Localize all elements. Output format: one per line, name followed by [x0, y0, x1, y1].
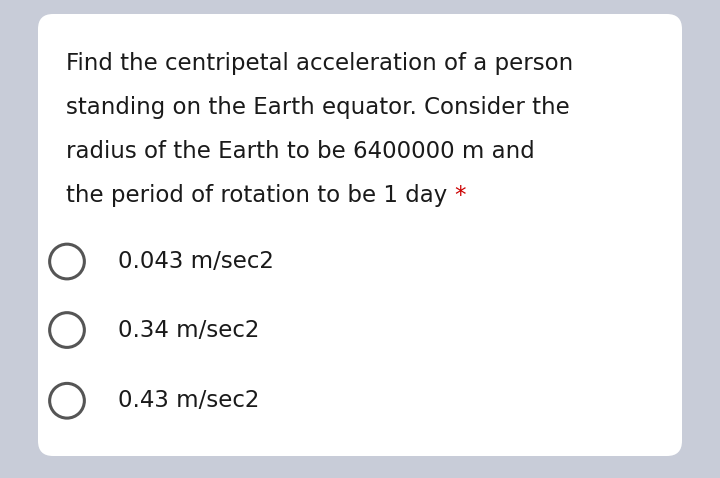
- Point: [61, 397, 73, 404]
- Point: [61, 258, 73, 265]
- FancyBboxPatch shape: [38, 14, 682, 456]
- Point: [61, 326, 73, 334]
- Text: *: *: [454, 184, 466, 207]
- Text: 0.043 m/sec2: 0.043 m/sec2: [118, 250, 274, 273]
- Text: the period of rotation to be 1 day: the period of rotation to be 1 day: [66, 184, 454, 207]
- Text: Find the centripetal acceleration of a person: Find the centripetal acceleration of a p…: [66, 52, 573, 75]
- Text: 0.34 m/sec2: 0.34 m/sec2: [118, 318, 259, 341]
- Text: radius of the Earth to be 6400000 m and: radius of the Earth to be 6400000 m and: [66, 140, 535, 163]
- Text: standing on the Earth equator. Consider the: standing on the Earth equator. Consider …: [66, 96, 570, 119]
- Text: 0.43 m/sec2: 0.43 m/sec2: [118, 389, 259, 412]
